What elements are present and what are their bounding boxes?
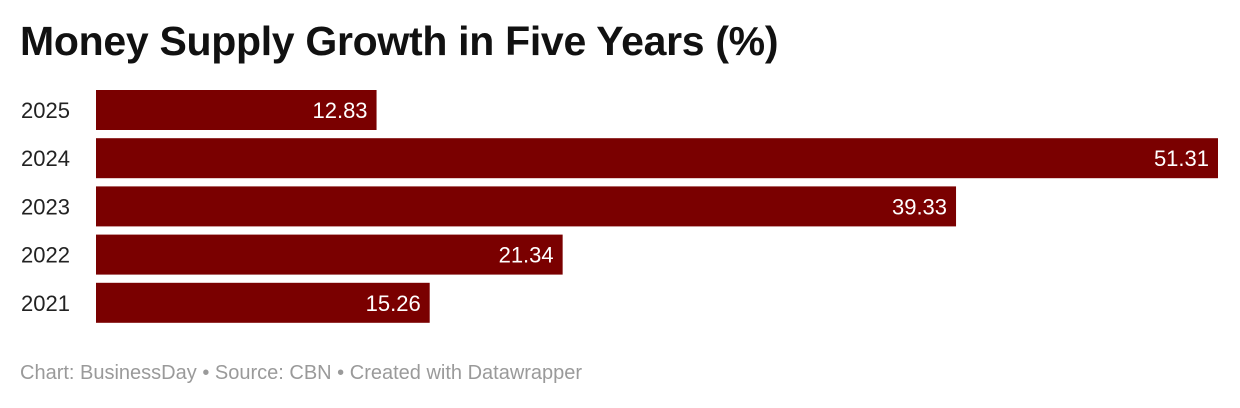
bar-value-label: 51.31 bbox=[1154, 146, 1209, 171]
bar-chart: 2025 12.83 2024 51.31 2023 39.33 2022 21.34 2021… bbox=[21, 90, 1218, 323]
created-with-link[interactable]: Created with Datawrapper bbox=[349, 362, 583, 384]
chart-title: Money Supply Growth in Five Years (%) bbox=[20, 18, 779, 64]
bar[interactable] bbox=[96, 186, 957, 227]
bar-value-label: 12.83 bbox=[312, 98, 367, 123]
bar[interactable] bbox=[96, 282, 430, 323]
credit-text: Chart: BusinessDay bbox=[20, 362, 197, 384]
category-label: 2021 bbox=[21, 291, 70, 316]
bar-value-label: 15.26 bbox=[366, 291, 421, 316]
chart-footer: Chart: BusinessDay • Source: CBN • Creat… bbox=[20, 362, 582, 385]
category-label: 2025 bbox=[21, 98, 70, 123]
source-text: Source: CBN bbox=[214, 362, 332, 384]
category-label: 2022 bbox=[21, 243, 70, 268]
bar[interactable] bbox=[96, 138, 1218, 179]
footer-separator: • bbox=[202, 362, 210, 384]
bar[interactable] bbox=[96, 234, 563, 275]
bar-value-label: 21.34 bbox=[499, 243, 554, 268]
category-label: 2024 bbox=[21, 146, 70, 171]
bar-value-label: 39.33 bbox=[892, 194, 947, 219]
bar[interactable] bbox=[96, 90, 377, 130]
footer-separator: • bbox=[337, 362, 345, 384]
category-label: 2023 bbox=[21, 194, 70, 219]
